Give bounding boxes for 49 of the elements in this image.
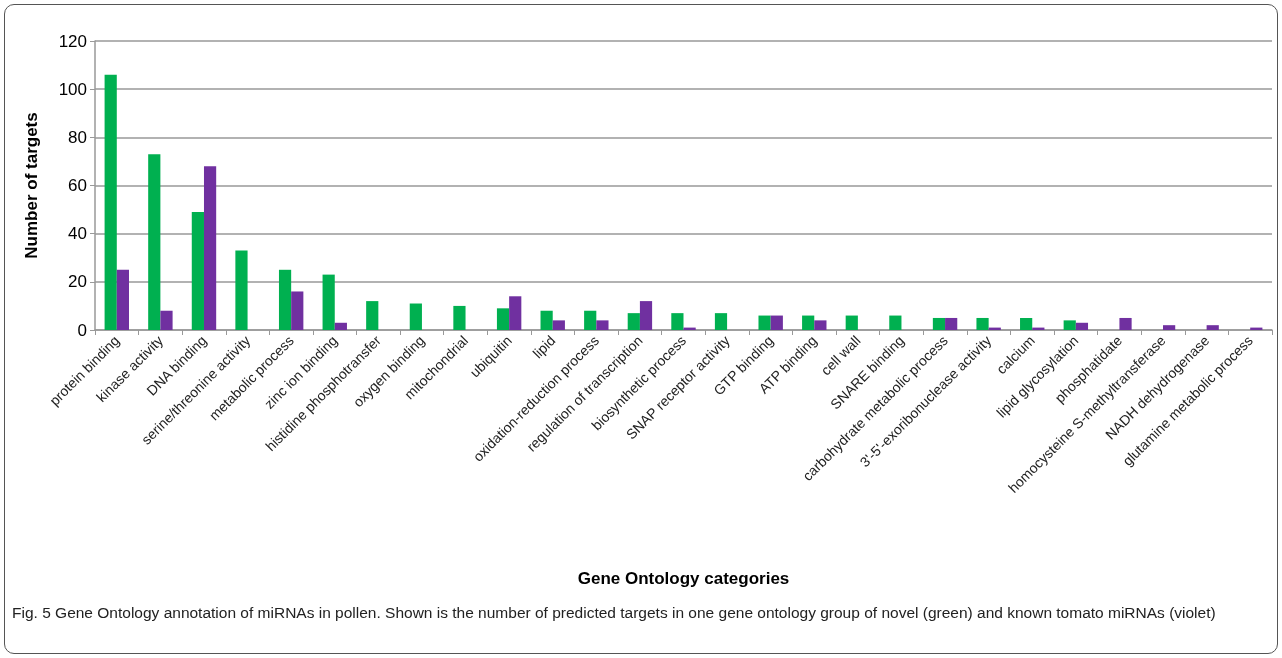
bar <box>496 308 510 330</box>
caption: Fig. 5 Gene Ontology annotation of miRNAs in pollen. Shown is the number of predicted targets in one gene ontology group of novel (green) and known tomato miRNAs (violet) <box>12 603 1217 623</box>
bar <box>1206 325 1219 330</box>
bar <box>1020 317 1033 330</box>
bar <box>932 317 946 330</box>
bar <box>409 303 422 330</box>
bar <box>1119 317 1132 330</box>
bar <box>540 310 553 330</box>
bar <box>845 315 858 330</box>
bar <box>509 296 522 330</box>
bar <box>1163 325 1176 330</box>
bar <box>1075 322 1089 330</box>
bar <box>116 269 129 330</box>
bar <box>203 166 217 330</box>
bar <box>322 274 335 330</box>
bar <box>945 317 958 330</box>
bar <box>1063 320 1076 330</box>
bar <box>552 320 565 330</box>
bar <box>758 315 771 330</box>
x-axis-title: Gene Ontology categories <box>577 569 790 588</box>
bar <box>596 320 609 330</box>
y-tick-label: 100 <box>58 79 87 99</box>
bar <box>148 154 161 330</box>
bar <box>627 313 640 330</box>
bar <box>671 313 684 330</box>
y-tick-label: 80 <box>68 127 87 147</box>
y-tick-label: 120 <box>58 31 87 51</box>
bar <box>714 313 728 330</box>
y-tick-label: 60 <box>68 176 87 195</box>
y-tick-label: 0 <box>77 320 87 340</box>
y-tick-label: 20 <box>68 272 87 292</box>
bar <box>160 310 173 330</box>
bar <box>235 250 248 330</box>
bar <box>191 211 204 330</box>
bar <box>889 315 902 330</box>
bar <box>366 301 379 330</box>
y-tick-label: 40 <box>68 224 87 244</box>
bar <box>976 317 989 330</box>
bar <box>770 315 783 330</box>
bar <box>584 310 597 330</box>
bar <box>453 305 466 330</box>
y-axis-title: Number of targets <box>22 112 41 259</box>
bar <box>802 315 815 330</box>
bar <box>278 269 292 330</box>
bar <box>814 320 827 330</box>
bar <box>291 291 304 330</box>
bar <box>639 301 653 330</box>
bar <box>104 74 117 330</box>
bar <box>334 322 347 330</box>
